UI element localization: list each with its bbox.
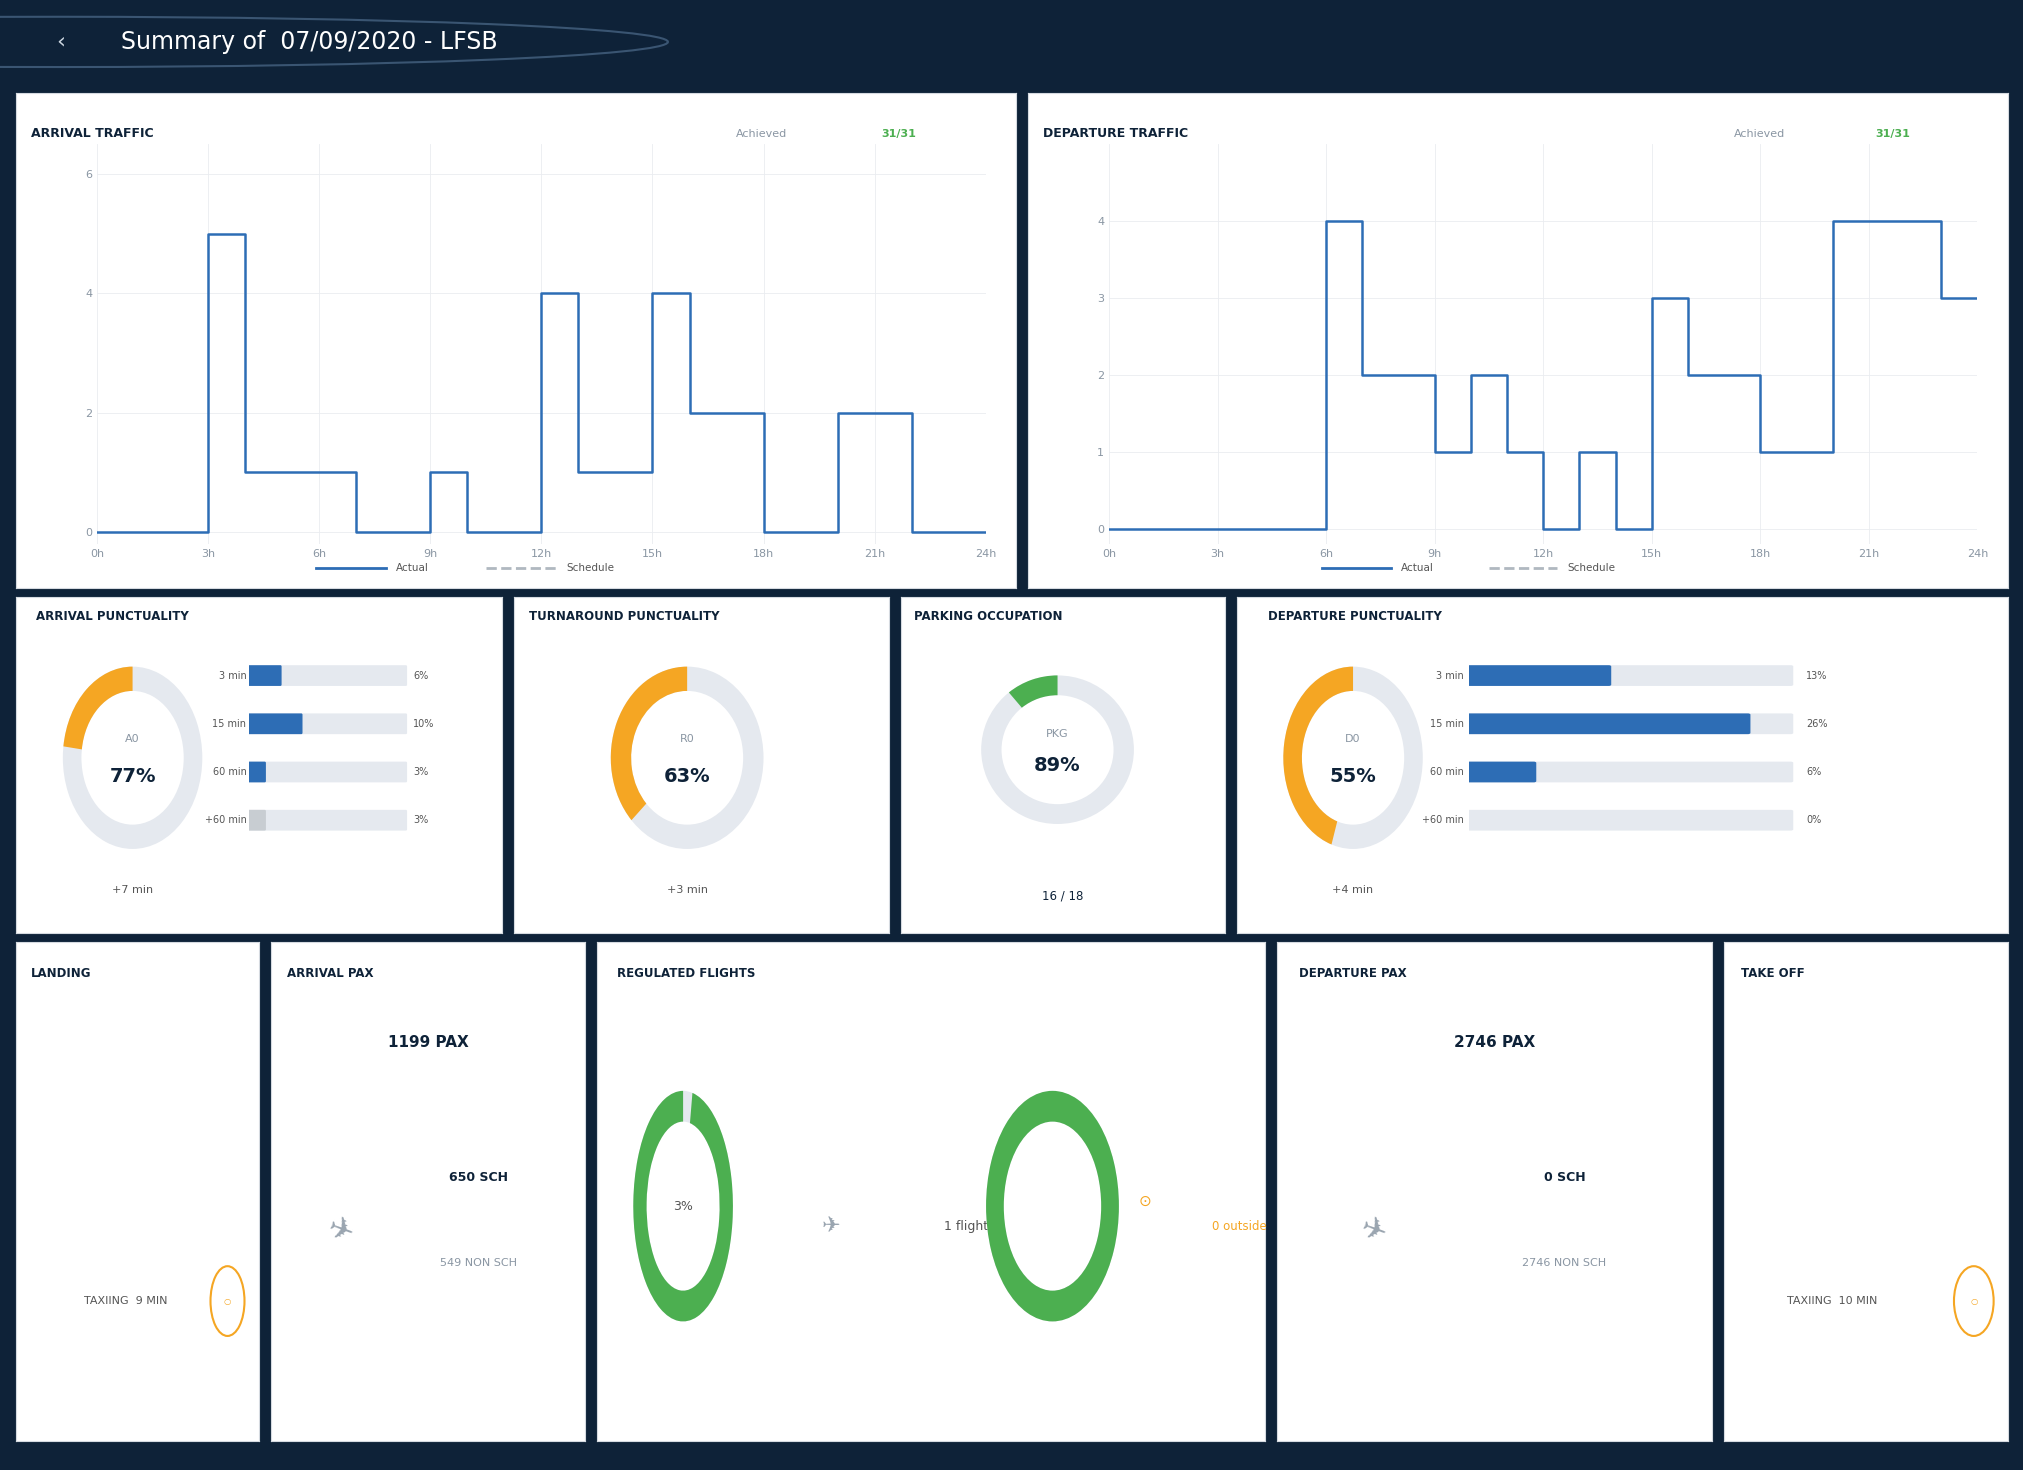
Text: ○: ○ — [225, 1297, 231, 1305]
Text: 3 min: 3 min — [218, 670, 247, 681]
Text: ✈: ✈ — [324, 1213, 356, 1250]
Text: 60 min: 60 min — [1430, 767, 1463, 778]
Text: 1 flight: 1 flight — [945, 1220, 987, 1233]
Text: 0 outside: 0 outside — [1212, 1220, 1266, 1233]
Text: 26%: 26% — [1805, 719, 1827, 729]
Text: 15 min: 15 min — [1430, 719, 1463, 729]
Text: 2746 NON SCH: 2746 NON SCH — [1521, 1258, 1606, 1269]
Text: 3%: 3% — [413, 767, 429, 778]
Text: 55%: 55% — [1329, 767, 1376, 786]
Text: 16 / 18: 16 / 18 — [1042, 889, 1082, 903]
Text: ○: ○ — [1968, 1297, 1976, 1305]
Text: 1199 PAX: 1199 PAX — [388, 1035, 467, 1050]
Text: ARRIVAL PUNCTUALITY: ARRIVAL PUNCTUALITY — [36, 610, 188, 623]
Text: PKG: PKG — [1046, 729, 1068, 739]
Text: +60 min: +60 min — [204, 816, 247, 825]
Text: 89%: 89% — [1034, 756, 1080, 775]
Wedge shape — [985, 1091, 1119, 1322]
Text: +4 min: +4 min — [1331, 885, 1374, 895]
FancyBboxPatch shape — [247, 810, 265, 831]
Text: DEPARTURE PAX: DEPARTURE PAX — [1299, 967, 1406, 980]
Text: D0: D0 — [1345, 734, 1359, 744]
Text: ✈: ✈ — [1355, 1213, 1390, 1250]
Text: Schedule: Schedule — [1566, 563, 1614, 573]
FancyBboxPatch shape — [1467, 713, 1750, 734]
Wedge shape — [611, 666, 763, 850]
Text: 6%: 6% — [1805, 767, 1821, 778]
Text: +3 min: +3 min — [666, 885, 708, 895]
Text: 13%: 13% — [1805, 670, 1827, 681]
Text: 31/31: 31/31 — [880, 129, 916, 140]
Text: 2746 PAX: 2746 PAX — [1453, 1035, 1535, 1050]
FancyBboxPatch shape — [247, 761, 407, 782]
FancyBboxPatch shape — [247, 761, 265, 782]
Wedge shape — [611, 666, 688, 820]
Text: ✈: ✈ — [821, 1216, 840, 1236]
Text: PARKING OCCUPATION: PARKING OCCUPATION — [912, 610, 1062, 623]
FancyBboxPatch shape — [1467, 713, 1792, 734]
FancyBboxPatch shape — [247, 666, 281, 686]
Text: 15:12: 15:12 — [1109, 898, 1147, 910]
FancyBboxPatch shape — [247, 666, 407, 686]
Text: 3%: 3% — [674, 1200, 692, 1213]
FancyBboxPatch shape — [1467, 666, 1610, 686]
Wedge shape — [1283, 666, 1351, 844]
Text: DEPARTURE PUNCTUALITY: DEPARTURE PUNCTUALITY — [1266, 610, 1440, 623]
Text: 100%: 100% — [1032, 1200, 1072, 1213]
Wedge shape — [63, 666, 134, 750]
Text: 0%: 0% — [1805, 816, 1821, 825]
Text: 77%: 77% — [109, 767, 156, 786]
Text: 63%: 63% — [664, 767, 710, 786]
FancyBboxPatch shape — [247, 713, 301, 734]
Text: +7 min: +7 min — [111, 885, 154, 895]
Text: 14:12: 14:12 — [973, 898, 1012, 910]
FancyBboxPatch shape — [247, 713, 407, 734]
Text: ARRIVAL PAX: ARRIVAL PAX — [287, 967, 372, 980]
Text: 10%: 10% — [413, 719, 435, 729]
Wedge shape — [633, 1091, 732, 1322]
Text: 31/31: 31/31 — [1875, 129, 1910, 140]
Wedge shape — [981, 675, 1133, 825]
Text: A0: A0 — [125, 734, 140, 744]
Text: Actual: Actual — [1400, 563, 1432, 573]
Text: TURNAROUND PUNCTUALITY: TURNAROUND PUNCTUALITY — [528, 610, 720, 623]
Text: ⊙: ⊙ — [1137, 1194, 1151, 1208]
Text: DEPARTURE TRAFFIC: DEPARTURE TRAFFIC — [1042, 128, 1188, 140]
FancyBboxPatch shape — [1467, 761, 1535, 782]
Text: 0 SCH: 0 SCH — [1544, 1172, 1584, 1185]
FancyBboxPatch shape — [247, 810, 407, 831]
Text: 3 min: 3 min — [1436, 670, 1463, 681]
Text: Achieved: Achieved — [1732, 129, 1784, 140]
Wedge shape — [985, 1091, 1119, 1322]
Text: ‹: ‹ — [57, 32, 65, 51]
Text: Schedule: Schedule — [566, 563, 613, 573]
Wedge shape — [63, 666, 202, 850]
FancyBboxPatch shape — [1467, 761, 1792, 782]
Text: 549 NON SCH: 549 NON SCH — [439, 1258, 516, 1269]
Text: TAXIING  9 MIN: TAXIING 9 MIN — [85, 1297, 168, 1305]
Text: ARRIVAL TRAFFIC: ARRIVAL TRAFFIC — [30, 128, 154, 140]
Text: Achieved: Achieved — [736, 129, 787, 140]
Text: 6%: 6% — [413, 670, 429, 681]
Text: 3%: 3% — [413, 816, 429, 825]
Text: +60 min: +60 min — [1422, 816, 1463, 825]
Text: TAXIING  10 MIN: TAXIING 10 MIN — [1786, 1297, 1875, 1305]
Text: 15 min: 15 min — [212, 719, 247, 729]
Wedge shape — [1283, 666, 1422, 850]
Wedge shape — [633, 1091, 732, 1322]
Text: LANDING: LANDING — [30, 967, 91, 980]
Text: TAKE OFF: TAKE OFF — [1740, 967, 1805, 980]
Text: R0: R0 — [680, 734, 694, 744]
FancyBboxPatch shape — [1467, 810, 1792, 831]
Text: 60 min: 60 min — [212, 767, 247, 778]
Wedge shape — [1007, 675, 1058, 707]
Text: 650 SCH: 650 SCH — [449, 1172, 508, 1185]
Text: Actual: Actual — [397, 563, 429, 573]
FancyBboxPatch shape — [1467, 666, 1792, 686]
Text: Summary of  07/09/2020 - LFSB: Summary of 07/09/2020 - LFSB — [121, 29, 498, 54]
Text: REGULATED FLIGHTS: REGULATED FLIGHTS — [617, 967, 755, 980]
